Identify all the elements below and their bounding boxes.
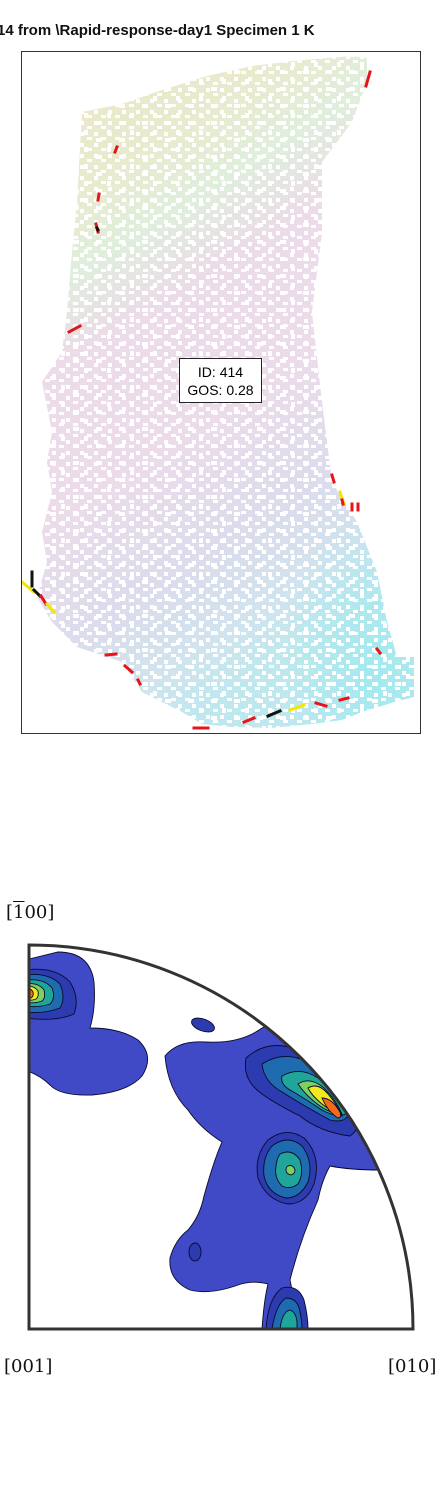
grain-orientation-map: ID: 414 GOS: 0.28 [21, 51, 421, 734]
contour-minor-lower [188, 1242, 202, 1262]
pole-label-left: [001] [4, 1356, 53, 1377]
density-contours [29, 951, 385, 1329]
grain-boundary-segments [22, 70, 383, 730]
grain-gos-text: GOS: 0.28 [187, 381, 254, 398]
contour-level-7-right [321, 1097, 342, 1119]
contour-minor-top [191, 1017, 215, 1033]
pole-figure-boundary [27, 943, 415, 1331]
grain-info-label: ID: 414 GOS: 0.28 [179, 358, 262, 403]
pole-figure-canvas [27, 943, 415, 1331]
pole-label-top: [100] [6, 902, 55, 923]
contour-level-4-bottom [279, 1309, 298, 1329]
grain-id-text: ID: 414 [197, 363, 244, 380]
pole-figure [0, 880, 442, 1420]
contour-level-5-center [285, 1165, 296, 1176]
figure-title: 14 from \Rapid-response-day1 Specimen 1 … [0, 22, 315, 39]
pole-label-right: [010] [388, 1356, 437, 1377]
